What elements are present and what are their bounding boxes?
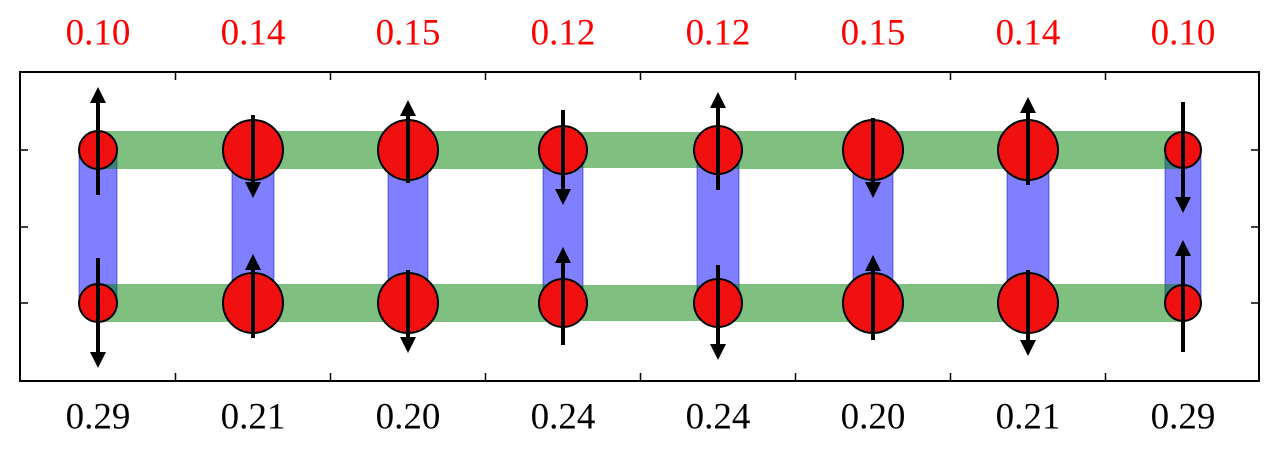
ladder	[78, 87, 1202, 368]
top-label: 0.14	[221, 12, 286, 53]
top-label: 0.12	[531, 12, 596, 53]
bottom-label: 0.29	[66, 396, 131, 437]
bottom-label: 0.24	[686, 396, 751, 437]
top-label: 0.15	[376, 12, 441, 53]
bottom-label: 0.29	[1151, 396, 1216, 437]
top-label: 0.14	[996, 12, 1061, 53]
bottom-label: 0.24	[531, 396, 596, 437]
top-label: 0.15	[841, 12, 906, 53]
ticks	[20, 72, 1259, 381]
top-label: 0.10	[1151, 12, 1216, 53]
bottom-label: 0.21	[996, 396, 1061, 437]
top-label: 0.10	[66, 12, 131, 53]
top-label: 0.12	[686, 12, 751, 53]
bottom-label: 0.21	[221, 396, 286, 437]
bond	[563, 132, 718, 168]
bottom-label: 0.20	[841, 396, 906, 437]
labels: 0.10 0.14 0.15 0.12 0.12 0.15 0.14 0.10 0.29 0.21…	[66, 12, 1216, 437]
bottom-label: 0.20	[376, 396, 441, 437]
frame	[19, 71, 1260, 382]
bond	[563, 285, 718, 321]
